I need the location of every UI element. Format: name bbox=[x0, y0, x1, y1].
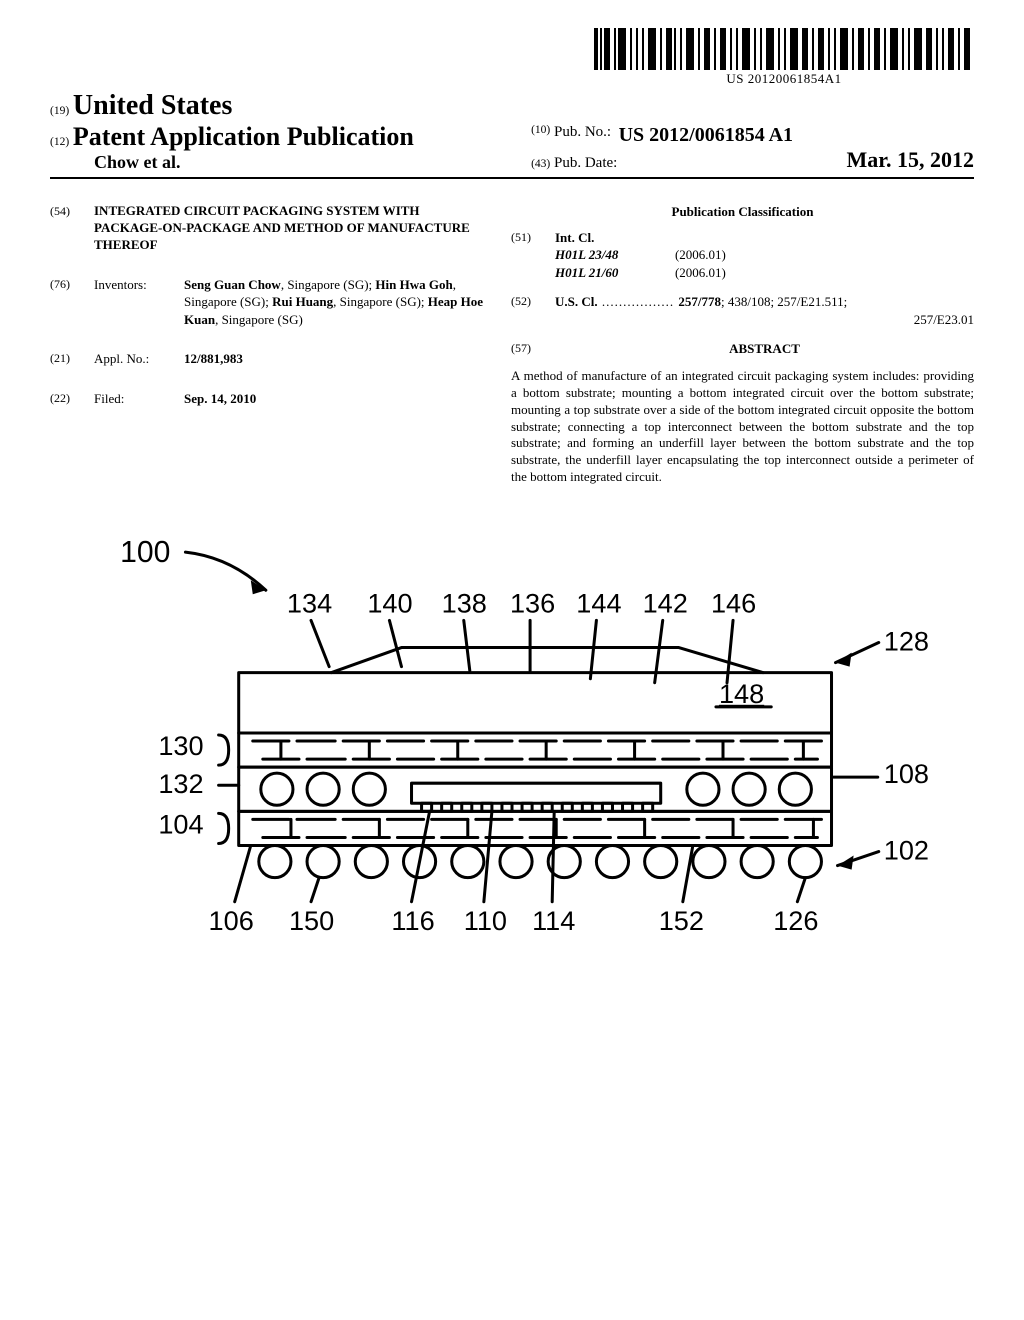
field-57: (57) bbox=[511, 340, 555, 364]
filed-row: (22) Filed: Sep. 14, 2010 bbox=[50, 390, 491, 408]
uscl-rest2: 257/E23.01 bbox=[555, 311, 974, 329]
pub-type: Patent Application Publication bbox=[73, 122, 414, 151]
inventor-name: Hin Hwa Goh bbox=[375, 277, 452, 292]
pub-date: Mar. 15, 2012 bbox=[846, 147, 974, 173]
filed-date: Sep. 14, 2010 bbox=[184, 390, 491, 408]
pub-date-label: Pub. Date: bbox=[554, 155, 617, 172]
field-51: (51) bbox=[511, 229, 555, 282]
field-12: (12) bbox=[50, 136, 69, 148]
intcl-code: H01L 23/48 bbox=[555, 246, 675, 264]
ref-150: 150 bbox=[289, 905, 334, 936]
intcl-year: (2006.01) bbox=[675, 246, 726, 264]
inventor-loc: , Singapore (SG); bbox=[281, 277, 376, 292]
country-line: (19) United States bbox=[50, 90, 515, 122]
field-43: (43) bbox=[531, 158, 550, 170]
ref-136: 136 bbox=[510, 587, 555, 618]
pub-no-line: (10) Pub. No.: US 2012/0061854 A1 bbox=[531, 124, 974, 147]
pub-no-label: Pub. No.: bbox=[554, 124, 611, 147]
title-row: (54) INTEGRATED CIRCUIT PACKAGING SYSTEM… bbox=[50, 203, 491, 254]
ref-142: 142 bbox=[643, 587, 688, 618]
ref-152: 152 bbox=[659, 905, 704, 936]
barcode-text: US 20120061854A1 bbox=[594, 71, 974, 87]
appl-row: (21) Appl. No.: 12/881,983 bbox=[50, 350, 491, 368]
ref-114: 114 bbox=[532, 905, 575, 936]
inventor-loc: , Singapore (SG) bbox=[215, 312, 303, 327]
header: (19) United States (12) Patent Applicati… bbox=[50, 90, 974, 179]
ref-132: 132 bbox=[158, 768, 203, 799]
inventor-loc: , Singapore (SG); bbox=[333, 294, 428, 309]
right-column: Publication Classification (51) Int. Cl.… bbox=[511, 203, 974, 486]
barcode-area: US 20120061854A1 bbox=[50, 28, 974, 88]
intcl-row: H01L 21/60 (2006.01) bbox=[555, 264, 974, 282]
field-22: (22) bbox=[50, 390, 94, 408]
appl-label: Appl. No.: bbox=[94, 350, 184, 368]
appl-no: 12/881,983 bbox=[184, 350, 491, 368]
header-right: (10) Pub. No.: US 2012/0061854 A1 (43) P… bbox=[515, 124, 974, 173]
inventors-label: Inventors: bbox=[94, 276, 184, 329]
uscl-label: U.S. Cl. bbox=[555, 294, 598, 309]
inventors-row: (76) Inventors: Seng Guan Chow, Singapor… bbox=[50, 276, 491, 329]
country-name: United States bbox=[73, 90, 232, 121]
classification-heading: Publication Classification bbox=[511, 203, 974, 221]
left-column: (54) INTEGRATED CIRCUIT PACKAGING SYSTEM… bbox=[50, 203, 491, 486]
ref-130: 130 bbox=[158, 730, 203, 761]
header-left: (19) United States (12) Patent Applicati… bbox=[50, 90, 515, 173]
intcl-row: H01L 23/48 (2006.01) bbox=[555, 246, 974, 264]
ref-108: 108 bbox=[884, 758, 929, 789]
pub-date-line: (43) Pub. Date: Mar. 15, 2012 bbox=[531, 147, 974, 173]
barcode: US 20120061854A1 bbox=[594, 28, 974, 87]
ref-126: 126 bbox=[773, 905, 818, 936]
filed-label: Filed: bbox=[94, 390, 184, 408]
pub-no: US 2012/0061854 A1 bbox=[619, 124, 793, 147]
ref-128: 128 bbox=[884, 626, 929, 657]
inventor-name: Seng Guan Chow bbox=[184, 277, 281, 292]
figure-area: 100 134 140 138 136 144 142 146 bbox=[50, 532, 974, 969]
field-76: (76) bbox=[50, 276, 94, 329]
ref-146: 146 bbox=[711, 587, 756, 618]
patent-title: INTEGRATED CIRCUIT PACKAGING SYSTEM WITH… bbox=[94, 203, 491, 254]
field-19: (19) bbox=[50, 105, 69, 117]
ref-140: 140 bbox=[367, 587, 412, 618]
field-10: (10) bbox=[531, 124, 550, 147]
body-columns: (54) INTEGRATED CIRCUIT PACKAGING SYSTEM… bbox=[50, 203, 974, 486]
uscl-body: U.S. Cl. ................. 257/778; 438/… bbox=[555, 293, 974, 328]
abstract-text: A method of manufacture of an integrated… bbox=[511, 368, 974, 486]
ref-100: 100 bbox=[120, 536, 170, 569]
abstract-head-row: (57) ABSTRACT bbox=[511, 340, 974, 364]
field-21: (21) bbox=[50, 350, 94, 368]
ref-144: 144 bbox=[576, 587, 621, 618]
uscl-rest1: ; 438/108; 257/E21.511; bbox=[721, 294, 847, 309]
ref-148: 148 bbox=[719, 678, 764, 709]
ref-102: 102 bbox=[884, 835, 929, 866]
ref-116: 116 bbox=[391, 905, 434, 936]
pub-type-line: (12) Patent Application Publication bbox=[50, 122, 515, 152]
field-52: (52) bbox=[511, 293, 555, 328]
authors-line: Chow et al. bbox=[50, 152, 515, 173]
abstract-heading: ABSTRACT bbox=[555, 340, 974, 358]
ref-104: 104 bbox=[158, 808, 203, 839]
ref-138: 138 bbox=[442, 587, 487, 618]
patent-page: US 20120061854A1 (19) United States (12)… bbox=[0, 0, 1024, 997]
inventors-list: Seng Guan Chow, Singapore (SG); Hin Hwa … bbox=[184, 276, 491, 329]
inventor-name: Rui Huang bbox=[272, 294, 333, 309]
intcl-year: (2006.01) bbox=[675, 264, 726, 282]
patent-figure: 100 134 140 138 136 144 142 146 bbox=[90, 532, 934, 964]
intcl-label: Int. Cl. bbox=[555, 229, 974, 247]
ref-134: 134 bbox=[287, 587, 332, 618]
uscl-first: 257/778 bbox=[678, 294, 721, 309]
intcl-block: (51) Int. Cl. H01L 23/48 (2006.01) H01L … bbox=[511, 229, 974, 282]
uscl-block: (52) U.S. Cl. ................. 257/778;… bbox=[511, 293, 974, 328]
uscl-dots: ................. bbox=[598, 294, 679, 309]
ref-110: 110 bbox=[464, 905, 507, 936]
field-54: (54) bbox=[50, 203, 94, 254]
ref-106: 106 bbox=[209, 905, 254, 936]
intcl-code: H01L 21/60 bbox=[555, 264, 675, 282]
